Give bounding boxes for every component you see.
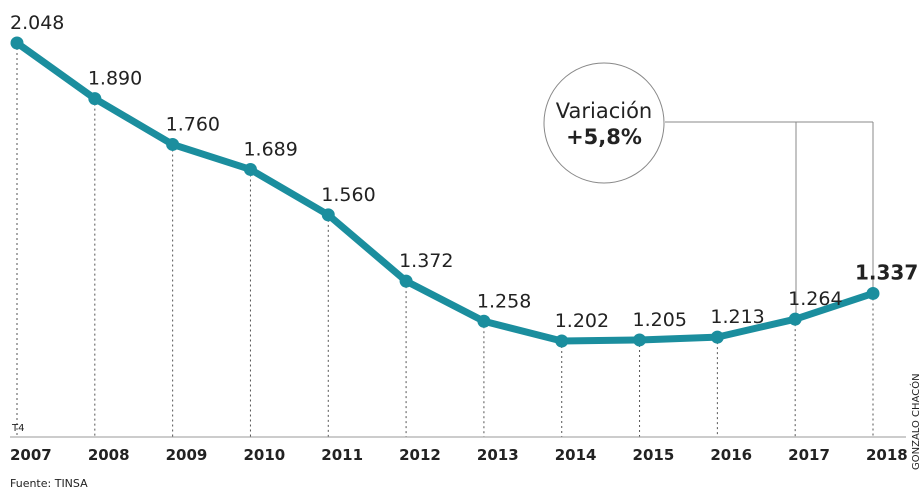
line xyxy=(14,40,875,345)
value-label: 1.760 xyxy=(166,113,220,135)
value-label: 1.258 xyxy=(477,290,531,312)
value-label: 1.205 xyxy=(633,309,687,331)
x-tick-label: 2008 xyxy=(88,446,130,464)
point xyxy=(866,286,880,300)
x-tick-label: 2009 xyxy=(166,446,208,464)
value-label: 1.264 xyxy=(788,288,842,310)
value-label: 1.689 xyxy=(243,138,297,160)
value-label: 1.372 xyxy=(399,250,453,272)
point xyxy=(555,334,569,348)
annotation-value: +5,8% xyxy=(566,125,642,149)
x-tick-label: 2017 xyxy=(788,446,830,464)
annotation-circle xyxy=(543,62,665,184)
point xyxy=(10,36,24,50)
value-label: 1.890 xyxy=(88,68,142,90)
point xyxy=(166,137,180,151)
point xyxy=(321,208,335,222)
x-tick-label: 2016 xyxy=(710,446,752,464)
value-label: 1.213 xyxy=(710,306,764,328)
value-label: 2.048 xyxy=(10,12,64,34)
point xyxy=(788,312,802,326)
point xyxy=(243,162,257,176)
x-tick-label: 2014 xyxy=(555,446,597,464)
source: Fuente: TINSA xyxy=(10,477,88,490)
x-tick-label: 2012 xyxy=(399,446,441,464)
point xyxy=(477,314,491,328)
point xyxy=(399,274,413,288)
x-tick-label: 2013 xyxy=(477,446,519,464)
x-tick-label: 2011 xyxy=(321,446,363,464)
x-tick-label: 2007 xyxy=(10,446,52,464)
annotation-title: Variación xyxy=(556,99,652,123)
value-label: 1.337 xyxy=(855,260,918,284)
x-tick-label: 2018 xyxy=(866,446,908,464)
point xyxy=(710,330,724,344)
period-label: T4 xyxy=(11,423,24,434)
point xyxy=(633,333,647,347)
value-label: 1.202 xyxy=(555,310,609,332)
point xyxy=(88,92,102,106)
credit: GONZALO CHACÓN xyxy=(909,373,922,470)
value-label: 1.560 xyxy=(321,184,375,206)
x-tick-label: 2010 xyxy=(243,446,285,464)
x-tick-label: 2015 xyxy=(633,446,675,464)
